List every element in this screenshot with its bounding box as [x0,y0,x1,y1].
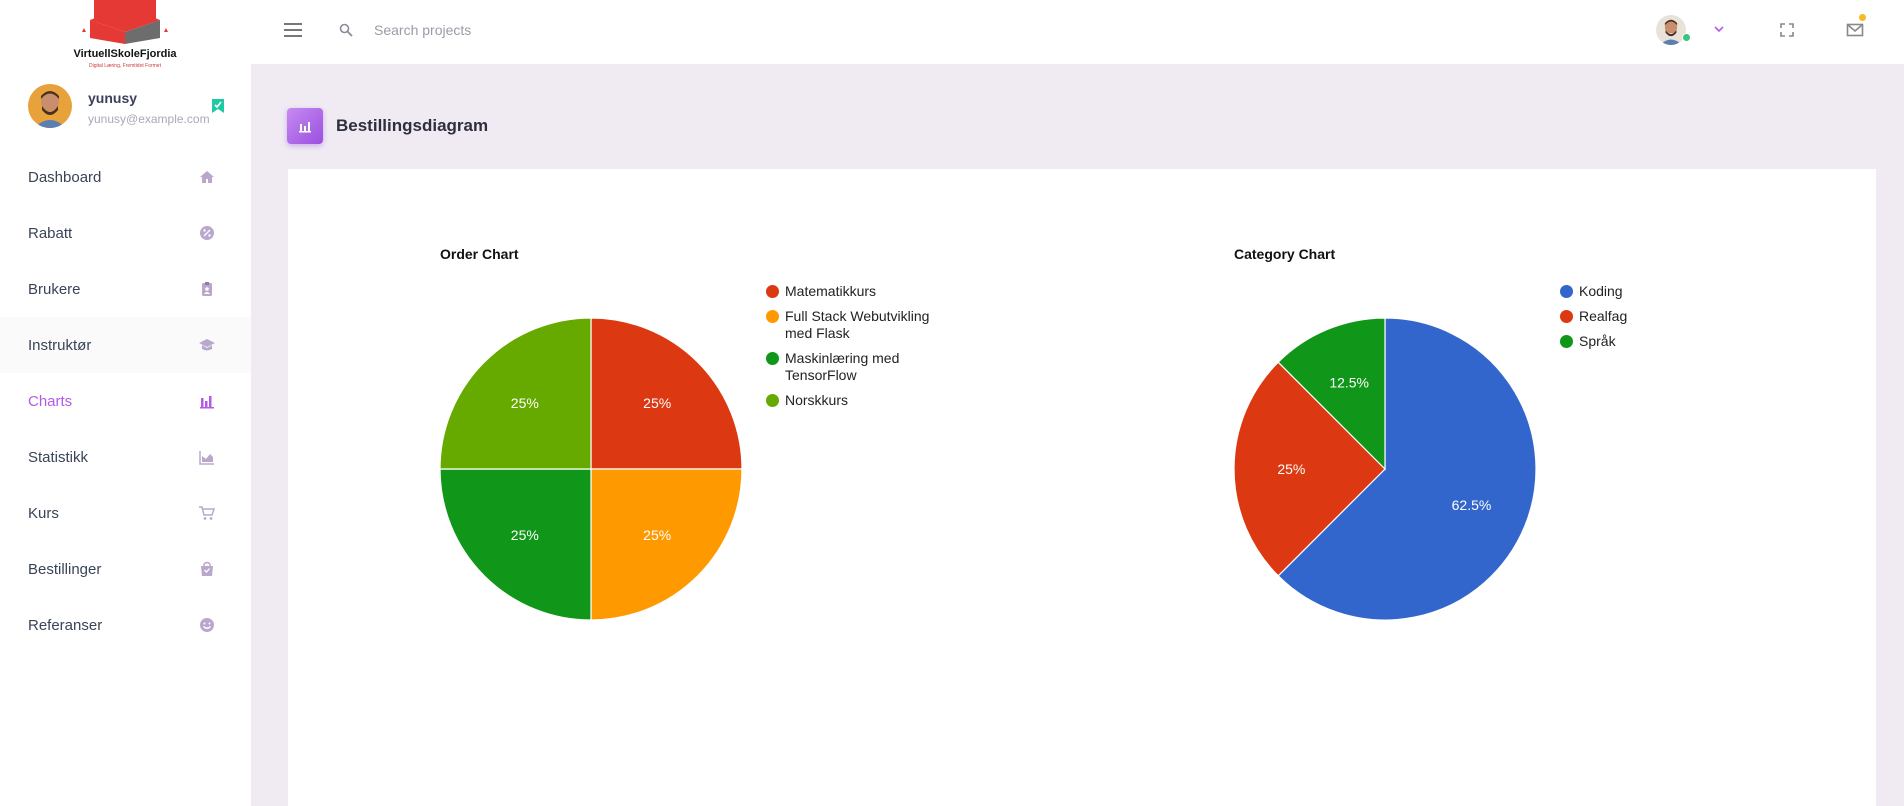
home-icon [200,171,214,183]
sidebar-item-statistikk[interactable]: Statistikk [0,429,251,485]
legend-label: Full Stack Webutvikling med Flask [785,308,930,341]
fullscreen-icon[interactable] [1779,22,1795,38]
search-icon[interactable] [339,23,353,37]
pie-slice[interactable] [439,468,592,621]
page-header-icon [287,108,323,144]
sidebar: VirtuellSkoleFjordia Digital Læring, Fre… [0,0,251,806]
sidebar-item-label: Kurs [28,504,59,522]
shopping-bag-icon [201,561,213,576]
pie-slice[interactable] [1233,361,1386,577]
legend-label: Språk [1579,333,1616,349]
sidebar-item-label: Rabatt [28,224,73,242]
sidebar-item-label: Brukere [28,280,81,298]
order-chart-legend: Matematikkurs Full Stack Webutvikling me… [766,283,940,417]
sidebar-item-label: Instruktør [28,336,92,354]
cart-icon [199,506,216,520]
sidebar-item-rabatt[interactable]: Rabatt [0,205,251,261]
legend-label: Matematikkurs [785,283,877,299]
pie-slice-label: 12.5% [1329,375,1369,391]
user-profile: yunusy yunusy@example.com [28,84,238,130]
sidebar-item-label: Referanser [28,616,103,634]
pie-slice-label: 25% [1277,461,1305,477]
sidebar-item-dashboard[interactable]: Dashboard [0,149,251,205]
legend-item[interactable]: Maskinlæring med TensorFlow [766,350,940,384]
bookmark-check-icon [212,99,224,113]
sidebar-item-bestillinger[interactable]: Bestillinger [0,541,251,597]
top-avatar[interactable] [1656,15,1686,45]
mail-icon[interactable] [1846,22,1864,38]
smile-icon [200,618,214,632]
online-status-dot [1682,33,1691,42]
legend-swatch [766,394,779,407]
legend-item[interactable]: Matematikkurs [766,283,940,300]
charts-card: Order Chart 25% 25% 25% 25% Matematikkurs F… [288,169,1876,806]
sidebar-item-referanser[interactable]: Referanser [0,597,251,653]
bar-chart-icon [200,396,214,409]
order-pie-chart[interactable]: 25% 25% 25% 25% [439,317,743,621]
sidebar-item-kurs[interactable]: Kurs [0,485,251,541]
graduation-cap-logo-icon [82,0,168,44]
pie-slice-label: 25% [511,527,539,543]
pie-slice-label: 25% [643,395,671,411]
avatar[interactable] [28,84,72,128]
sidebar-item-label: Charts [28,392,73,410]
sidebar-item-brukere[interactable]: Brukere [0,261,251,317]
top-bar [251,0,1904,64]
legend-swatch [1560,310,1573,323]
legend-swatch [766,352,779,365]
legend-label: Realfag [1579,308,1628,324]
brand-logo[interactable]: VirtuellSkoleFjordia Digital Læring, Fre… [60,0,190,74]
pie-slice-label: 62.5% [1452,497,1492,513]
sidebar-item-label: Bestillinger [28,560,102,578]
sidebar-item-label: Dashboard [28,168,102,186]
sidebar-item-instruktor[interactable]: Instruktør [0,317,251,373]
pie-slice[interactable] [1277,317,1537,621]
area-chart-icon [199,451,214,465]
legend-swatch [766,285,779,298]
user-name: yunusy [88,90,138,106]
chevron-down-icon[interactable] [1713,24,1725,34]
brand-tagline: Digital Læring, Fremtidet Formet [89,63,161,69]
sidebar-item-charts[interactable]: Charts [0,373,251,429]
bar-chart-icon [299,122,311,133]
legend-swatch [1560,335,1573,348]
order-chart-title: Order Chart [440,246,519,262]
legend-label: Maskinlæring med TensorFlow [785,350,900,383]
notification-dot [1859,14,1866,21]
discount-icon [200,226,214,240]
users-icon [202,282,212,296]
search-input[interactable] [372,16,636,44]
hamburger-menu-icon[interactable] [283,22,303,38]
user-email: yunusy@example.com [88,112,210,126]
pie-slice[interactable] [1277,317,1386,471]
legend-item[interactable]: Norskkurs [766,392,940,409]
pie-slice[interactable] [590,468,743,621]
legend-item[interactable]: Språk [1560,333,1627,350]
legend-swatch [1560,285,1573,298]
legend-swatch [766,310,779,323]
pie-slice[interactable] [590,317,743,470]
category-chart-title: Category Chart [1234,246,1336,262]
legend-label: Koding [1579,283,1623,299]
legend-label: Norskkurs [785,392,849,408]
page-title: Bestillingsdiagram [336,116,489,135]
brand-name: VirtuellSkoleFjordia [73,48,177,60]
legend-item[interactable]: Realfag [1560,308,1627,325]
legend-item[interactable]: Full Stack Webutvikling med Flask [766,308,940,342]
legend-item[interactable]: Koding [1560,283,1627,300]
category-chart-legend: Koding Realfag Språk [1560,283,1627,358]
graduation-cap-icon [199,339,215,351]
pie-slice[interactable] [439,317,592,470]
sidebar-item-label: Statistikk [28,448,89,466]
sidebar-nav: Dashboard Rabatt Brukere Instruktør Char… [0,149,251,653]
pie-slice-label: 25% [511,395,539,411]
category-pie-chart[interactable]: 62.5% 25% 12.5% [1233,317,1537,621]
pie-slice-label: 25% [643,527,671,543]
